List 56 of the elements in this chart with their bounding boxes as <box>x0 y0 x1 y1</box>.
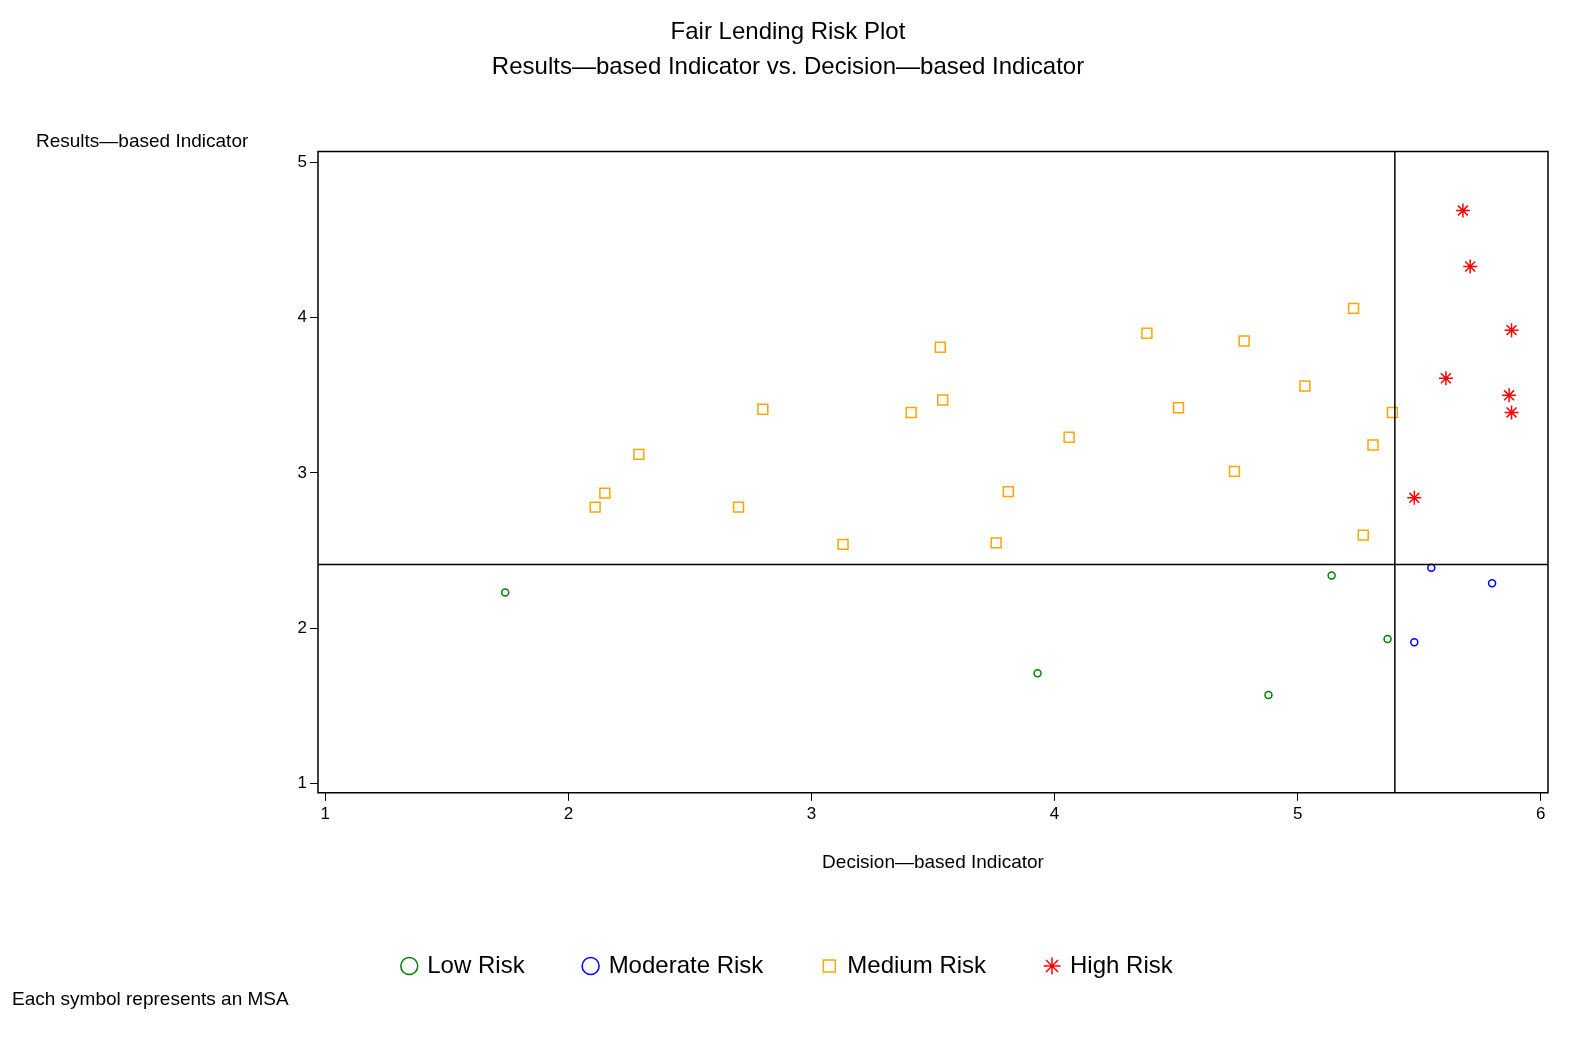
point <box>732 501 745 513</box>
x-tick-label: 4 <box>1049 803 1060 823</box>
point <box>1357 529 1369 541</box>
x-tick-label: 6 <box>1535 803 1546 823</box>
point <box>1383 634 1392 644</box>
point <box>837 538 849 551</box>
point <box>1410 637 1419 647</box>
point <box>1327 571 1336 580</box>
x-tick-label: 1 <box>320 803 331 823</box>
chart-subtitle: Results—based Indicator vs. Decision—based Indicator <box>491 51 1085 79</box>
point <box>633 448 645 461</box>
point <box>1238 335 1250 347</box>
x-tick-label: 5 <box>1292 803 1303 823</box>
x-axis-title: Decision—based Indicator <box>822 850 1045 872</box>
y-axis-title: Results—based Indicator <box>36 130 249 152</box>
legend-label: Medium Risk <box>847 950 988 978</box>
point <box>1501 387 1517 404</box>
point <box>1462 258 1478 275</box>
legend-label: High Risk <box>1070 950 1174 978</box>
point <box>1427 563 1436 572</box>
point <box>757 403 769 416</box>
point <box>934 341 946 353</box>
y-tick-label: 4 <box>297 307 307 327</box>
point <box>1367 439 1379 451</box>
y-tick-label: 3 <box>297 462 307 482</box>
point <box>599 487 611 499</box>
point <box>1503 322 1520 338</box>
point <box>1299 380 1311 392</box>
point <box>1347 302 1360 315</box>
point <box>500 588 510 597</box>
legend-label: Low Risk <box>427 950 526 978</box>
point <box>1438 370 1454 387</box>
point <box>1228 465 1241 478</box>
point <box>1033 669 1042 678</box>
point <box>1141 327 1153 339</box>
point <box>937 394 949 406</box>
point <box>905 406 917 419</box>
point <box>1386 406 1399 419</box>
x-tick-label: 3 <box>806 803 817 823</box>
point <box>990 537 1002 549</box>
point <box>1172 402 1185 414</box>
y-tick-label: 1 <box>297 773 307 793</box>
legend-label: Moderate Risk <box>608 950 765 978</box>
point <box>1503 404 1520 421</box>
point <box>589 501 601 513</box>
chart-title: Fair Lending Risk Plot <box>670 17 906 45</box>
point <box>1455 202 1471 219</box>
point <box>1487 578 1497 588</box>
x-tick-label: 2 <box>563 803 574 823</box>
point <box>1063 431 1075 443</box>
point <box>1264 690 1273 700</box>
y-tick-label: 5 <box>297 152 307 172</box>
y-tick-label: 2 <box>297 617 307 637</box>
point <box>1002 485 1015 498</box>
point <box>1406 490 1423 506</box>
text: Each symbol represents an MSA <box>11 988 290 1010</box>
